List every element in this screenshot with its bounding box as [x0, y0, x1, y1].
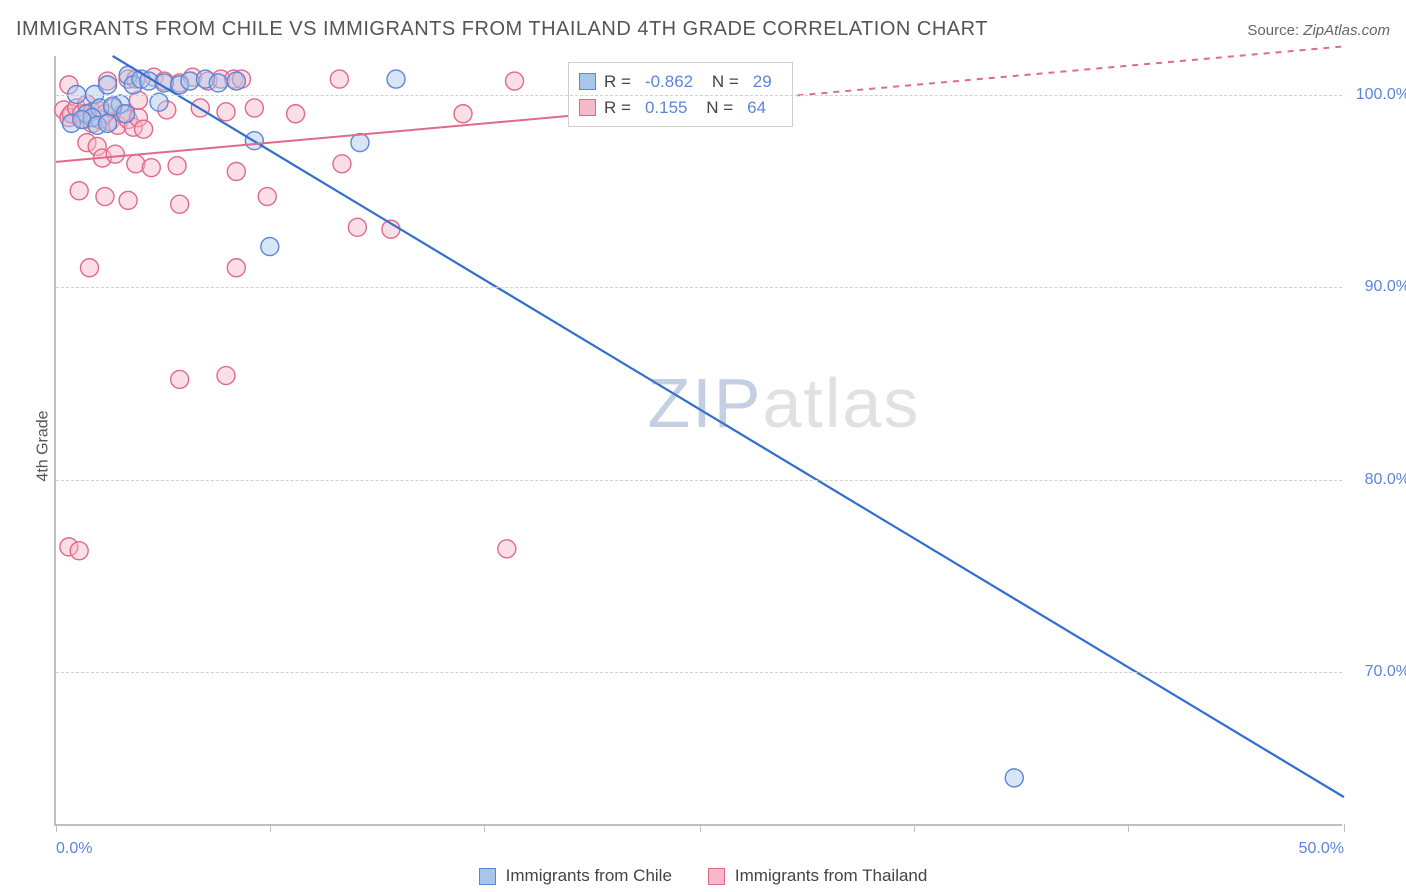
x-tick-label: 50.0%	[1299, 840, 1344, 858]
scatter-point-thailand	[330, 70, 348, 88]
bottom-legend: Immigrants from Chile Immigrants from Tha…	[0, 866, 1406, 886]
chart-plot-area: ZIPatlas R =-0.862 N =29R =0.155 N =64 7…	[54, 56, 1342, 826]
r-label: R =	[604, 95, 631, 121]
scatter-point-chile	[209, 74, 227, 92]
x-tick-mark	[1128, 824, 1129, 832]
scatter-point-chile	[1005, 769, 1023, 787]
n-value: 29	[747, 69, 778, 95]
source-value: ZipAtlas.com	[1303, 22, 1390, 39]
regression-line-chile	[113, 56, 1344, 797]
n-label: N =	[701, 95, 733, 121]
scatter-point-thailand	[348, 218, 366, 236]
scatter-point-thailand	[171, 195, 189, 213]
scatter-point-thailand	[454, 105, 472, 123]
scatter-point-thailand	[70, 182, 88, 200]
scatter-point-thailand	[171, 370, 189, 388]
scatter-point-thailand	[245, 99, 263, 117]
scatter-point-thailand	[258, 188, 276, 206]
stats-legend-row-chile: R = -0.862 N = 29	[579, 69, 778, 95]
r-label: R =	[604, 69, 631, 95]
gridline-h	[56, 672, 1342, 673]
scatter-point-thailand	[142, 159, 160, 177]
stats-legend-row-thailand: R = 0.155 N = 64	[579, 95, 778, 121]
scatter-point-chile	[99, 76, 117, 94]
legend-label: Immigrants from Chile	[506, 866, 672, 886]
x-tick-mark	[914, 824, 915, 832]
x-tick-mark	[56, 824, 57, 832]
source-label: Source:	[1247, 22, 1299, 39]
y-axis-label: 4th Grade	[35, 410, 53, 481]
y-tick-label: 80.0%	[1365, 471, 1406, 489]
regression-line-thailand-dashed	[726, 46, 1344, 101]
source-credit: Source: ZipAtlas.com	[1247, 22, 1390, 39]
legend-swatch-chile	[479, 868, 496, 885]
y-tick-label: 70.0%	[1365, 663, 1406, 681]
bottom-legend-item-chile: Immigrants from Chile	[479, 866, 672, 886]
bottom-legend-item-thailand: Immigrants from Thailand	[708, 866, 927, 886]
scatter-point-chile	[227, 72, 245, 90]
chart-title: IMMIGRANTS FROM CHILE VS IMMIGRANTS FROM…	[16, 18, 988, 41]
r-value: -0.862	[639, 69, 699, 95]
scatter-point-thailand	[287, 105, 305, 123]
gridline-h	[56, 480, 1342, 481]
scatter-point-chile	[261, 238, 279, 256]
legend-swatch-thailand	[708, 868, 725, 885]
y-tick-label: 90.0%	[1365, 278, 1406, 296]
scatter-point-thailand	[80, 259, 98, 277]
scatter-point-thailand	[498, 540, 516, 558]
scatter-point-thailand	[227, 163, 245, 181]
scatter-point-thailand	[96, 188, 114, 206]
legend-swatch-thailand	[579, 99, 596, 116]
x-tick-label: 0.0%	[56, 840, 92, 858]
scatter-point-thailand	[227, 259, 245, 277]
scatter-point-thailand	[70, 542, 88, 560]
legend-swatch-chile	[579, 73, 596, 90]
scatter-point-chile	[351, 134, 369, 152]
chart-svg	[56, 56, 1342, 824]
y-tick-label: 100.0%	[1356, 86, 1406, 104]
legend-label: Immigrants from Thailand	[735, 866, 927, 886]
r-value: 0.155	[639, 95, 694, 121]
scatter-point-thailand	[217, 103, 235, 121]
gridline-h	[56, 287, 1342, 288]
n-value: 64	[741, 95, 772, 121]
scatter-point-thailand	[506, 72, 524, 90]
x-tick-mark	[270, 824, 271, 832]
gridline-h	[56, 95, 1342, 96]
scatter-point-chile	[99, 114, 117, 132]
scatter-point-thailand	[168, 157, 186, 175]
scatter-point-chile	[387, 70, 405, 88]
scatter-point-thailand	[119, 191, 137, 209]
x-tick-mark	[700, 824, 701, 832]
n-label: N =	[707, 69, 739, 95]
scatter-point-chile	[117, 105, 135, 123]
scatter-point-thailand	[135, 120, 153, 138]
x-tick-mark	[484, 824, 485, 832]
scatter-point-chile	[150, 93, 168, 111]
scatter-point-thailand	[217, 367, 235, 385]
x-tick-mark	[1344, 824, 1345, 832]
scatter-point-thailand	[333, 155, 351, 173]
scatter-point-thailand	[106, 145, 124, 163]
